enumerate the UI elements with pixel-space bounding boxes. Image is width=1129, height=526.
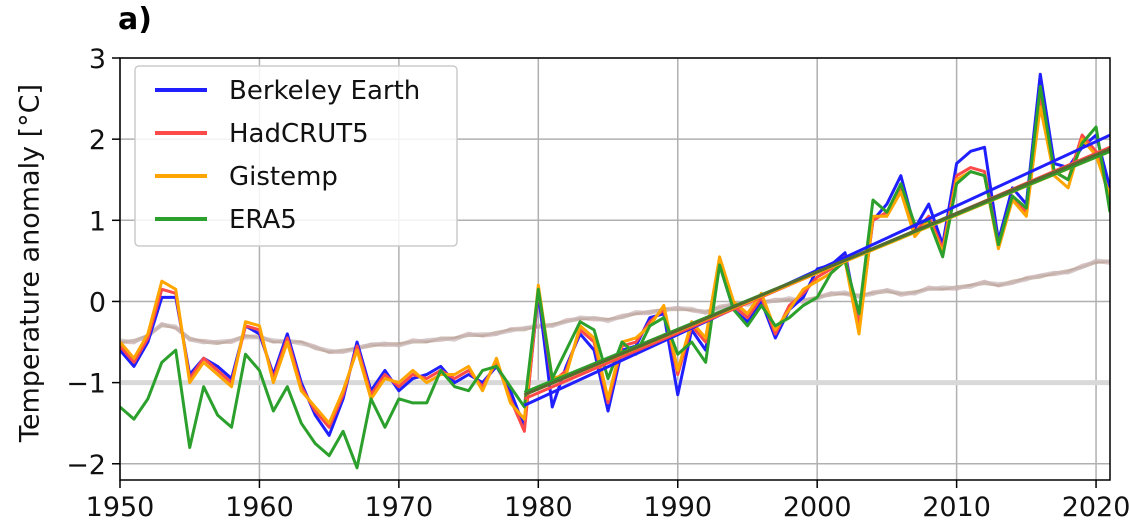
y-tick-label: −2 (66, 450, 106, 481)
x-tick-label: 2000 (783, 492, 852, 523)
axis-ticks: 1950 1960 1970 1980 1990 2000 2010 2020 −2 −1 0 1 2 3 (66, 44, 1129, 523)
y-tick-label: 2 (89, 125, 106, 156)
x-tick-label: 1960 (225, 492, 294, 523)
faint-series-line (120, 258, 1110, 354)
y-tick-label: 0 (89, 287, 106, 318)
legend-entry-label: ERA5 (229, 205, 297, 235)
plot-area (120, 72, 1110, 470)
x-tick-label: 1980 (504, 492, 573, 523)
x-tick-label: 1990 (643, 492, 712, 523)
y-tick-label: −1 (66, 369, 106, 400)
legend-entry-label: Berkeley Earth (229, 76, 420, 106)
legend: Berkeley Earth HadCRUT5 Gistemp ERA5 (134, 65, 458, 247)
legend-box (134, 65, 458, 247)
trend-line (523, 147, 1110, 397)
x-tick-label: 2010 (922, 492, 991, 523)
plot-frame (119, 57, 1111, 481)
x-tick-label: 1970 (365, 492, 434, 523)
y-tick-label: 3 (89, 44, 106, 75)
legend-entry-label: HadCRUT5 (229, 119, 369, 149)
x-tick-label: 1950 (86, 492, 155, 523)
panel-label: a) (118, 2, 152, 37)
x-tick-label: 2020 (1062, 492, 1129, 523)
y-tick-label: 1 (89, 206, 106, 237)
legend-entry-label: Gistemp (229, 162, 338, 192)
